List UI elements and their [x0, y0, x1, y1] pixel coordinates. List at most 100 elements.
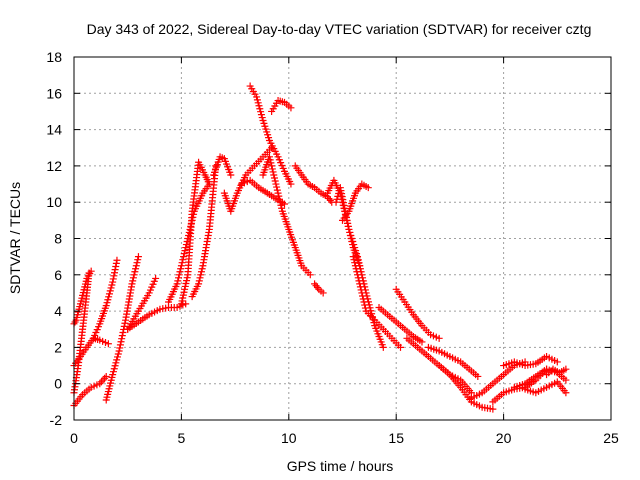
data-point	[111, 266, 119, 274]
y-tick-labels: -2 0 2 4 6 8 10 12 14 16 18	[46, 49, 62, 428]
data-point	[357, 286, 365, 294]
data-point	[359, 295, 367, 303]
data-point	[113, 256, 121, 264]
y-tick-label: 10	[46, 194, 62, 210]
series-arc-17	[259, 153, 314, 279]
data-point	[109, 368, 117, 376]
data-point	[351, 262, 359, 270]
data-point	[131, 268, 139, 276]
data-point	[112, 263, 120, 271]
data-point	[117, 338, 125, 346]
y-tick-label: -2	[50, 412, 63, 428]
data-point	[197, 271, 205, 279]
series-arc-31	[500, 352, 561, 370]
data-point	[114, 350, 122, 358]
data-point	[102, 302, 110, 310]
data-point	[104, 296, 112, 304]
data-point	[103, 299, 111, 307]
x-tick-label: 25	[603, 430, 619, 446]
data-point	[118, 332, 126, 340]
data-point	[108, 281, 116, 289]
data-point	[111, 269, 119, 277]
data-point	[176, 268, 184, 276]
data-point	[396, 343, 404, 351]
data-point	[339, 196, 347, 204]
data-point	[177, 265, 185, 273]
data-point	[102, 372, 110, 380]
data-point	[197, 268, 205, 276]
data-point	[319, 289, 327, 297]
series-arc-34	[543, 365, 570, 379]
data-point	[358, 289, 366, 297]
x-tick-label: 0	[70, 430, 78, 446]
data-point	[360, 298, 368, 306]
data-point	[121, 319, 129, 327]
data-point	[105, 290, 113, 298]
data-point	[354, 274, 362, 282]
data-point	[129, 277, 137, 285]
series-arc-5	[102, 253, 142, 404]
data-point	[178, 259, 186, 267]
data-point	[99, 376, 107, 384]
data-point	[274, 189, 282, 197]
data-point	[179, 256, 187, 264]
data-point	[128, 280, 136, 288]
x-tick-label: 20	[496, 430, 512, 446]
data-point	[349, 253, 357, 261]
y-tick-label: 6	[54, 267, 62, 283]
data-point	[266, 156, 274, 164]
data-point	[109, 278, 117, 286]
data-point	[205, 180, 213, 188]
data-point	[352, 265, 360, 273]
data-point	[353, 250, 361, 258]
series-arc-25	[392, 285, 443, 342]
data-point	[281, 200, 289, 208]
data-point	[275, 195, 283, 203]
data-point	[489, 405, 497, 413]
data-point	[268, 165, 276, 173]
data-point	[134, 253, 142, 261]
series-arc-3	[70, 267, 95, 328]
data-point	[361, 301, 369, 309]
data-point	[278, 204, 286, 212]
data-point	[474, 372, 482, 380]
data-point	[347, 231, 355, 239]
data-point	[287, 180, 295, 188]
data-point	[346, 228, 354, 236]
y-tick-label: 12	[46, 158, 62, 174]
data-point	[110, 365, 118, 373]
data-point	[265, 153, 273, 161]
data-point	[110, 272, 118, 280]
data-point	[113, 353, 121, 361]
data-point	[355, 277, 363, 285]
data-point	[336, 184, 344, 192]
y-tick-label: 4	[54, 303, 62, 319]
x-tick-label: 15	[388, 430, 404, 446]
data-point	[340, 202, 348, 210]
data-point	[134, 256, 142, 264]
data-point	[356, 283, 364, 291]
series-arc-6	[89, 334, 112, 348]
data-point	[132, 265, 140, 273]
data-point	[344, 219, 352, 227]
series-arc-28	[435, 362, 497, 413]
data-point	[254, 99, 262, 107]
x-axis-label: GPS time / hours	[287, 458, 394, 474]
data-point	[356, 280, 364, 288]
series-arc-11	[188, 162, 220, 301]
series-arc-23	[349, 253, 404, 351]
data-point	[287, 104, 295, 112]
data-point	[379, 343, 387, 351]
data-point	[270, 174, 278, 182]
data-point	[87, 267, 95, 275]
series-arc-29	[467, 358, 529, 402]
data-point	[277, 201, 285, 209]
data-point	[351, 259, 359, 267]
data-point	[113, 356, 121, 364]
series-arc-7	[124, 274, 160, 333]
data-point	[101, 374, 109, 382]
data-point	[112, 259, 120, 267]
data-point	[253, 96, 261, 104]
data-point	[273, 186, 281, 194]
